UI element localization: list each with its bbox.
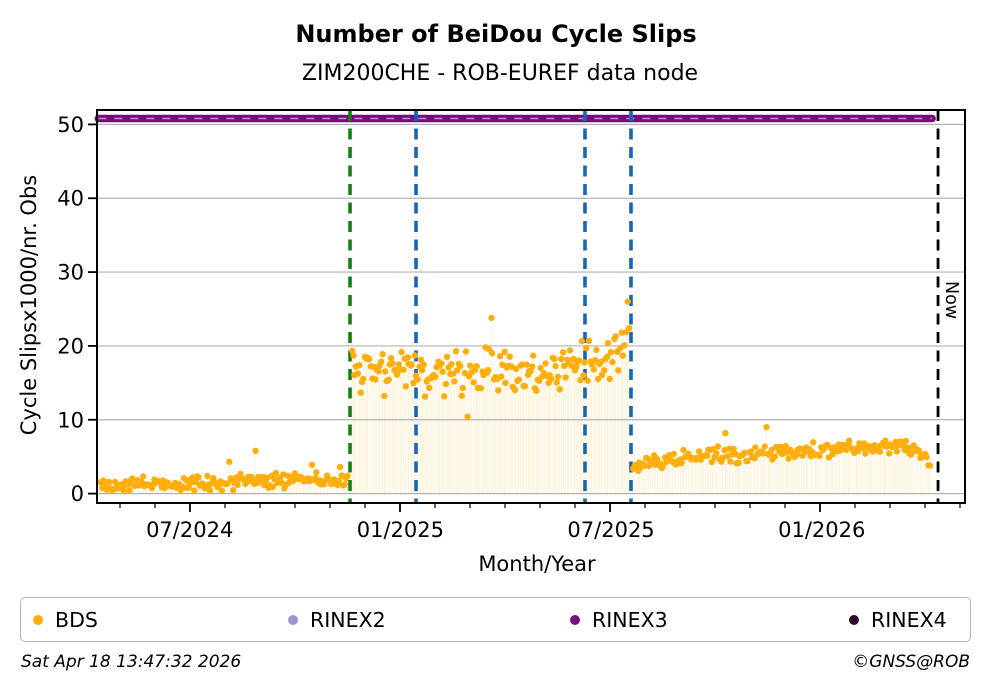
plot-area: 0 10 20 30 40 50 07/2024 01/2025 07/2025 01/2026 N… bbox=[57, 109, 966, 542]
svg-text:01/2026: 01/2026 bbox=[778, 518, 865, 542]
legend-label-rinex2: RINEX2 bbox=[310, 607, 386, 632]
rinex2-marker-dot-icon bbox=[288, 614, 298, 625]
legend-label-bds: BDS bbox=[55, 607, 98, 632]
chart-subtitle: ZIM200CHE - ROB-EUREF data node bbox=[302, 61, 698, 86]
legend-item-rinex4: RINEX4 bbox=[849, 608, 947, 632]
svg-text:01/2025: 01/2025 bbox=[357, 518, 444, 542]
legend-label-rinex3: RINEX3 bbox=[592, 607, 668, 632]
svg-text:30: 30 bbox=[57, 261, 84, 285]
chart-legend: BDS RINEX2 RINEX3 RINEX4 bbox=[20, 597, 971, 642]
y-axis-label: Cycle Slipsx1000/nr. Obs bbox=[17, 175, 41, 435]
footer: Sat Apr 18 13:47:32 2026 ©GNSS@ROB bbox=[21, 652, 970, 672]
rinex4-marker-dot-icon bbox=[849, 614, 859, 625]
x-axis-label: Month/Year bbox=[478, 552, 596, 576]
legend-label-rinex4: RINEX4 bbox=[871, 607, 947, 632]
svg-text:0: 0 bbox=[71, 482, 84, 506]
svg-text:10: 10 bbox=[57, 408, 84, 432]
now-label: Now bbox=[941, 281, 961, 319]
svg-text:07/2024: 07/2024 bbox=[146, 518, 233, 542]
legend-item-bds: BDS bbox=[33, 608, 98, 632]
bds-marker-dot-icon bbox=[33, 614, 43, 625]
chart-canvas: Number of BeiDou Cycle Slips ZIM200CHE -… bbox=[17, 20, 966, 576]
svg-text:50: 50 bbox=[57, 113, 84, 137]
svg-text:20: 20 bbox=[57, 334, 84, 358]
footer-timestamp: Sat Apr 18 13:47:32 2026 bbox=[21, 652, 242, 672]
legend-item-rinex3: RINEX3 bbox=[570, 608, 668, 632]
rinex3-marker-dot-icon bbox=[570, 614, 580, 625]
chart-title: Number of BeiDou Cycle Slips bbox=[295, 20, 696, 48]
svg-text:40: 40 bbox=[57, 187, 84, 211]
legend-item-rinex2: RINEX2 bbox=[288, 608, 386, 632]
footer-credit: ©GNSS@ROB bbox=[852, 652, 970, 672]
svg-text:07/2025: 07/2025 bbox=[567, 518, 654, 542]
